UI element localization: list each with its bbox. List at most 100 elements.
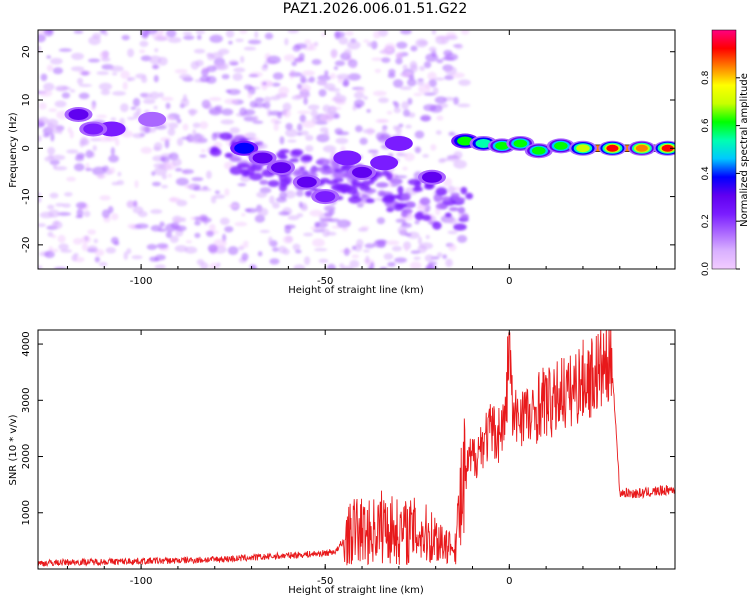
noise-blob (174, 167, 183, 172)
noise-blob (303, 232, 314, 237)
noise-blob (293, 264, 306, 269)
noise-blob (233, 67, 246, 73)
noise-blob (243, 240, 249, 245)
noise-blob (357, 227, 369, 232)
noise-blob (356, 202, 364, 208)
streak-blob (432, 221, 442, 230)
noise-blob (94, 256, 101, 263)
snr-frame (37, 329, 676, 570)
streak-blob (209, 148, 222, 157)
noise-blob (241, 252, 249, 261)
noise-blob (457, 103, 471, 108)
noise-blob (170, 222, 180, 229)
spectrogram-feature (568, 140, 597, 156)
noise-blob (181, 169, 194, 174)
feature-contour (606, 144, 619, 152)
noise-blob (139, 125, 146, 133)
noise-blob (224, 226, 234, 233)
noise-blob (272, 247, 280, 252)
noise-blob (304, 256, 311, 266)
noise-blob (232, 73, 243, 81)
streak-blob (448, 207, 459, 212)
noise-blob (394, 175, 408, 179)
noise-blob (418, 40, 429, 46)
x-tick-label: -50 (317, 276, 333, 287)
noise-blob (319, 223, 326, 231)
noise-blob (379, 266, 388, 269)
spectrogram-feature (653, 140, 675, 156)
noise-blob (338, 36, 349, 45)
noise-blob (419, 242, 434, 250)
spectrogram-feature (524, 143, 553, 159)
noise-blob (240, 175, 251, 183)
noise-blob (422, 154, 429, 158)
noise-blob (121, 34, 130, 41)
noise-blob (303, 97, 308, 105)
noise-blob (153, 166, 168, 176)
noise-blob (228, 40, 233, 45)
noise-blob (355, 125, 363, 133)
noise-blob (186, 134, 194, 143)
noise-blob (336, 219, 351, 228)
feature-contour (513, 139, 528, 148)
feature-contour (495, 141, 509, 150)
noise-blob (161, 174, 167, 180)
noise-blob (356, 239, 364, 249)
noise-blob (444, 66, 457, 75)
noise-blob (98, 261, 108, 267)
spectrogram-feature (292, 174, 321, 190)
noise-blob (365, 255, 370, 264)
noise-blob (38, 192, 42, 197)
x-tick-label: -50 (317, 576, 333, 587)
streak-blob (375, 182, 389, 188)
noise-blob (108, 167, 116, 174)
noise-blob (101, 57, 111, 62)
noise-blob (279, 136, 285, 145)
noise-blob (414, 146, 422, 154)
streak-blob (289, 158, 300, 163)
noise-blob (374, 68, 382, 73)
noise-blob (230, 89, 235, 93)
noise-blob (333, 113, 340, 119)
noise-blob (127, 223, 137, 229)
streak-blob (315, 166, 325, 172)
noise-blob (283, 109, 291, 118)
noise-blob (329, 73, 336, 80)
streak-blob (419, 197, 431, 206)
noise-blob (287, 139, 297, 143)
noise-blob (58, 243, 69, 251)
noise-blob (127, 116, 136, 120)
noise-blob (199, 154, 207, 158)
snr-panel: -100 -50 0 1000 2000 3000 4000 Height of stra… (8, 329, 676, 596)
noise-blob (50, 57, 63, 65)
noise-blob (165, 30, 177, 38)
noise-blob (341, 226, 348, 232)
colorbar-gradient (711, 29, 737, 270)
noise-blob (335, 137, 349, 145)
noise-blob (199, 214, 208, 221)
streak-blob (382, 169, 390, 177)
noise-blob (405, 124, 412, 129)
noise-blob (454, 43, 464, 50)
noise-blob (273, 122, 279, 132)
noise-blob (234, 221, 248, 227)
noise-blob (158, 92, 164, 98)
noise-blob (75, 215, 84, 219)
x-tick-label: -100 (130, 276, 153, 287)
noise-blob (252, 264, 257, 269)
colorbar-tick-label: 0.6 (701, 118, 711, 133)
noise-blob (413, 256, 421, 261)
spectrogram-feature (598, 140, 627, 156)
noise-blob (436, 115, 444, 121)
noise-blob (94, 248, 105, 257)
noise-blob (176, 137, 184, 147)
noise-blob (53, 220, 60, 226)
noise-blob (91, 104, 96, 111)
noise-blob (369, 261, 375, 269)
noise-blob (143, 125, 151, 134)
noise-blob (216, 62, 229, 71)
noise-blob (153, 163, 167, 168)
noise-blob (356, 88, 366, 93)
noise-blob (300, 75, 307, 84)
noise-blob (206, 52, 213, 57)
